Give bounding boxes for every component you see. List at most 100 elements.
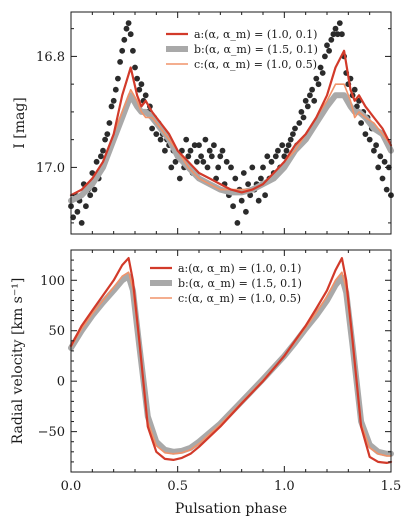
- data-point: [130, 47, 136, 54]
- data-point: [317, 64, 324, 71]
- series-line-a: [69, 49, 393, 197]
- data-point: [211, 142, 217, 149]
- data-point: [98, 153, 104, 160]
- data-point: [315, 81, 322, 88]
- bottom-x-axis-label: Pulsation phase: [175, 501, 287, 517]
- data-point: [243, 208, 249, 215]
- data-point: [255, 197, 262, 204]
- data-point: [112, 86, 119, 93]
- data-point: [183, 136, 190, 143]
- data-point: [290, 131, 296, 138]
- data-point: [198, 153, 205, 160]
- data-point: [127, 31, 134, 38]
- data-point: [162, 147, 168, 154]
- data-point: [300, 114, 307, 121]
- bottom-legend: a:(α, α_m) = (1.0, 0.1) b:(α, α_m) = (1.…: [150, 262, 302, 305]
- data-point: [191, 142, 198, 149]
- data-point: [334, 31, 341, 38]
- data-point: [283, 147, 290, 154]
- data-point: [322, 53, 328, 60]
- series-line-c: [70, 83, 392, 196]
- data-point: [74, 208, 81, 215]
- data-point: [215, 164, 222, 171]
- bottom-y-axis-label: Radial velocity [km s⁻¹]: [10, 278, 26, 445]
- data-point: [238, 197, 245, 204]
- data-point: [217, 153, 224, 160]
- data-point: [119, 47, 126, 54]
- data-point: [358, 120, 364, 126]
- data-point: [125, 20, 132, 26]
- data-point: [326, 47, 332, 54]
- data-point: [194, 158, 200, 165]
- data-point: [123, 25, 130, 32]
- data-point: [240, 170, 247, 176]
- y-tick-label: 50: [48, 324, 65, 339]
- y-tick-label: 17.0: [36, 161, 65, 176]
- data-point: [204, 164, 211, 171]
- data-point: [202, 136, 209, 143]
- legend-label-c: c:(α, α_m) = (1.0, 0.5): [178, 292, 301, 305]
- data-point: [302, 97, 309, 104]
- data-point: [292, 125, 298, 132]
- x-tick-label: 0.5: [167, 479, 188, 494]
- data-point: [287, 136, 294, 143]
- data-point: [366, 136, 373, 143]
- data-point: [104, 131, 111, 138]
- data-point: [324, 42, 330, 49]
- data-point: [339, 31, 345, 38]
- top-plot-area: [68, 20, 394, 226]
- data-point: [330, 31, 337, 38]
- data-point: [136, 86, 143, 93]
- legend-label-c: c:(α, α_m) = (1.0, 0.5): [194, 58, 317, 71]
- x-tick-label: 1.5: [381, 479, 402, 494]
- data-point: [153, 131, 160, 138]
- legend-label-a: a:(α, α_m) = (1.0, 0.1): [178, 262, 301, 275]
- data-point: [279, 142, 286, 149]
- data-point: [208, 153, 215, 160]
- data-point: [371, 147, 377, 154]
- bottom-plot-area: [68, 257, 394, 464]
- data-point: [91, 186, 98, 193]
- x-tick-label: 1.0: [274, 479, 295, 494]
- data-point: [258, 175, 264, 182]
- data-point: [309, 86, 315, 93]
- data-point: [78, 220, 85, 226]
- data-point: [234, 220, 241, 226]
- data-point: [268, 158, 275, 165]
- data-point: [70, 214, 76, 221]
- data-point: [328, 36, 335, 43]
- data-point: [245, 181, 252, 188]
- y-tick-label: −50: [38, 425, 65, 440]
- data-point: [93, 158, 100, 165]
- x-tick-label: 0.0: [61, 479, 82, 494]
- data-point: [121, 36, 128, 43]
- data-point: [249, 164, 256, 171]
- data-point: [223, 158, 230, 165]
- data-point: [285, 142, 292, 149]
- data-point: [275, 147, 281, 154]
- data-point: [100, 147, 106, 154]
- data-point: [375, 164, 382, 171]
- data-point: [304, 103, 311, 110]
- data-point: [168, 164, 175, 171]
- data-point: [110, 97, 117, 104]
- data-point: [307, 92, 313, 99]
- data-point: [262, 192, 268, 199]
- data-point: [351, 86, 358, 93]
- bottom-panel: 0.0 0.5 1.0 1.5 −50 0 50 100 Radial velocity [k…: [10, 249, 402, 517]
- data-point: [381, 158, 388, 165]
- data-point: [138, 81, 145, 88]
- data-point: [102, 136, 108, 143]
- data-point: [296, 120, 303, 126]
- data-point: [311, 97, 318, 104]
- data-point: [230, 203, 237, 210]
- series-line-b: [68, 92, 394, 204]
- data-point: [176, 175, 183, 182]
- data-point: [228, 164, 234, 171]
- series-line-a: [69, 257, 393, 464]
- data-point: [379, 175, 386, 182]
- data-point: [219, 147, 226, 154]
- data-point: [373, 142, 379, 149]
- data-point: [87, 192, 94, 199]
- y-tick-label: 100: [40, 274, 65, 289]
